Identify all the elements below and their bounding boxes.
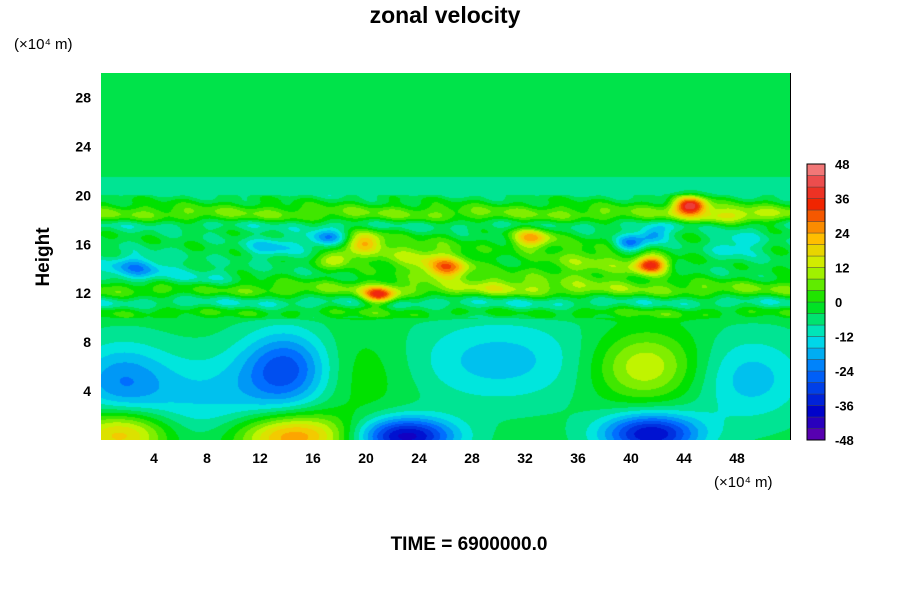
y-axis-label: Height <box>33 227 54 287</box>
y-axis-unit-label: (×10⁴ m) <box>14 36 73 53</box>
colorbar-frame <box>806 163 826 441</box>
colorbar-tick-label: -12 <box>835 330 854 345</box>
y-axis-tick-labels: 4 8 12 16 20 24 28 <box>75 89 91 399</box>
colorbar-tick-label: -48 <box>835 433 854 448</box>
colorbar-cell <box>806 267 826 280</box>
colorbar-cell <box>806 198 826 211</box>
colorbar-cell <box>806 175 826 188</box>
y-tick-label: 24 <box>75 138 91 154</box>
colorbar-cell <box>806 324 826 337</box>
colorbar-tick-label: 24 <box>835 226 850 241</box>
colorbar-tick-label: 12 <box>835 261 849 276</box>
colorbar-tick-label: -24 <box>835 364 855 379</box>
colorbar-cell <box>806 163 826 176</box>
colorbar-tick-label: 36 <box>835 192 849 207</box>
heatmap-canvas <box>101 73 790 440</box>
x-tick-label: 40 <box>623 450 639 466</box>
colorbar-cell <box>806 393 826 406</box>
colorbar-cell <box>806 313 826 326</box>
x-tick-label: 24 <box>411 450 427 466</box>
colorbar-cell <box>806 209 826 222</box>
x-tick-label: 28 <box>464 450 480 466</box>
x-axis-tick-labels: 4 8 12 16 20 24 28 32 36 40 44 48 <box>150 450 745 466</box>
colorbar-cell <box>806 382 826 395</box>
y-tick-label: 28 <box>75 89 91 105</box>
y-tick-label: 20 <box>75 187 91 203</box>
colorbar-cell <box>806 244 826 257</box>
time-annotation: TIME = 6900000.0 <box>391 534 548 555</box>
x-tick-label: 36 <box>570 450 586 466</box>
colorbar-cell <box>806 370 826 383</box>
x-tick-label: 12 <box>252 450 268 466</box>
x-tick-label: 32 <box>517 450 533 466</box>
x-tick-label: 8 <box>203 450 211 466</box>
colorbar-cell <box>806 347 826 360</box>
colorbar <box>806 163 826 441</box>
x-tick-label: 44 <box>676 450 692 466</box>
y-tick-label: 8 <box>83 334 91 350</box>
chart-title: zonal velocity <box>370 2 521 28</box>
x-tick-label: 4 <box>150 450 158 466</box>
colorbar-cell <box>806 278 826 291</box>
colorbar-cell <box>806 428 826 441</box>
colorbar-cell <box>806 290 826 303</box>
colorbar-cell <box>806 405 826 418</box>
colorbar-tick-label: 48 <box>835 157 849 172</box>
colorbar-cell <box>806 359 826 372</box>
colorbar-tick-labels: 48 36 24 12 0 -12 -24 -36 -48 <box>835 157 855 448</box>
colorbar-cell <box>806 232 826 245</box>
y-tick-label: 12 <box>75 285 91 301</box>
colorbar-cell <box>806 416 826 429</box>
y-tick-label: 16 <box>75 236 91 252</box>
colorbar-cell <box>806 255 826 268</box>
colorbar-cell <box>806 186 826 199</box>
heatmap-field <box>101 73 790 440</box>
colorbar-cell <box>806 336 826 349</box>
y-tick-label: 4 <box>83 383 91 399</box>
x-tick-label: 48 <box>729 450 745 466</box>
colorbar-tick-label: 0 <box>835 295 842 310</box>
colorbar-cell <box>806 221 826 234</box>
colorbar-cell <box>806 301 826 314</box>
colorbar-tick-label: -36 <box>835 399 854 414</box>
x-axis-unit-label: (×10⁴ m) <box>714 474 773 491</box>
x-tick-label: 16 <box>305 450 321 466</box>
x-tick-label: 20 <box>358 450 374 466</box>
